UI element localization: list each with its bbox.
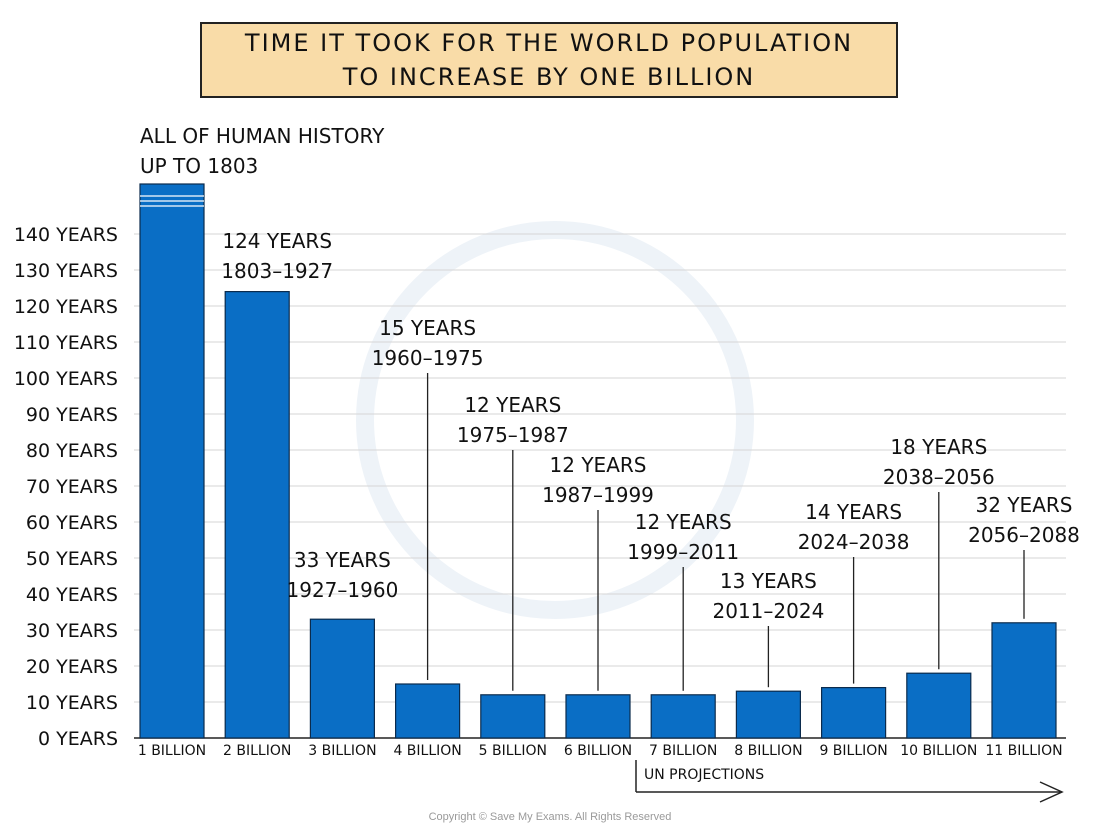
bar-label-period: 2011–2024: [713, 599, 825, 623]
bar: [395, 683, 461, 739]
bar: [650, 694, 716, 739]
projection-label: UN PROJECTIONS: [644, 767, 764, 783]
bar: [565, 694, 631, 739]
bar-label-period: 1960–1975: [372, 346, 484, 370]
x-tick-label: 11 BILLION: [985, 743, 1062, 759]
y-tick-label: 70 YEARS: [26, 476, 118, 498]
x-tick-label: 7 BILLION: [649, 743, 717, 759]
bar: [139, 183, 205, 739]
y-tick-label: 30 YEARS: [26, 620, 118, 642]
x-tick-label: 5 BILLION: [479, 743, 547, 759]
chart-title: TIME IT TOOK FOR THE WORLD POPULATION TO…: [200, 22, 898, 98]
bar-label-duration: 12 YEARS: [464, 393, 561, 417]
bar-label-duration: 15 YEARS: [379, 316, 476, 340]
x-tick-label: 4 BILLION: [393, 743, 461, 759]
bar-label-duration: ALL OF HUMAN HISTORY: [140, 124, 385, 148]
watermark-logo: [356, 221, 754, 619]
y-tick-label: 120 YEARS: [14, 296, 118, 318]
bar-label-period: 1927–1960: [287, 578, 399, 602]
bar: [309, 618, 375, 739]
bar-label-duration: 32 YEARS: [976, 493, 1073, 517]
x-tick-label: 3 BILLION: [308, 743, 376, 759]
bar-label-period: 2056–2088: [968, 523, 1080, 547]
y-tick-label: 20 YEARS: [26, 656, 118, 678]
x-tick-label: 6 BILLION: [564, 743, 632, 759]
y-tick-label: 40 YEARS: [26, 584, 118, 606]
x-tick-label: 9 BILLION: [819, 743, 887, 759]
y-tick-label: 140 YEARS: [14, 224, 118, 246]
bar-label-period: 2038–2056: [883, 465, 995, 489]
bar-label-duration: 124 YEARS: [222, 229, 332, 253]
bar-label-period: 1999–2011: [627, 540, 739, 564]
y-tick-label: 10 YEARS: [26, 692, 118, 714]
bar: [906, 672, 972, 739]
bar-label-duration: 13 YEARS: [720, 569, 817, 593]
y-tick-label: 80 YEARS: [26, 440, 118, 462]
x-tick-label: 1 BILLION: [138, 743, 206, 759]
y-tick-label: 0 YEARS: [38, 728, 118, 750]
y-tick-label: 50 YEARS: [26, 548, 118, 570]
chart-title-text: TIME IT TOOK FOR THE WORLD POPULATION TO…: [244, 29, 854, 91]
bar-label-period: 1987–1999: [542, 483, 654, 507]
bar-label-duration: 12 YEARS: [635, 510, 732, 534]
y-tick-label: 90 YEARS: [26, 404, 118, 426]
x-tick-label: 10 BILLION: [900, 743, 977, 759]
bar-label-duration: 33 YEARS: [294, 548, 391, 572]
bar: [735, 690, 802, 739]
bar-label-duration: 18 YEARS: [890, 435, 987, 459]
y-tick-label: 110 YEARS: [14, 332, 118, 354]
x-tick-label: 8 BILLION: [734, 743, 802, 759]
y-tick-label: 100 YEARS: [14, 368, 118, 390]
bar-label-period: 2024–2038: [798, 530, 910, 554]
bar-label-period: 1803–1927: [221, 259, 333, 283]
bar: [224, 291, 290, 739]
bar: [991, 622, 1057, 739]
projection-arrow-head: [1039, 781, 1064, 803]
bar-label-period: UP TO 1803: [140, 154, 258, 178]
bar-label-duration: 12 YEARS: [550, 453, 647, 477]
x-tick-label: 2 BILLION: [223, 743, 291, 759]
copyright-notice: Copyright © Save My Exams. All Rights Re…: [428, 811, 672, 823]
bar: [480, 694, 546, 739]
bar: [820, 686, 887, 739]
bar-label-duration: 14 YEARS: [805, 500, 902, 524]
bar-label-period: 1975–1987: [457, 423, 569, 447]
y-tick-label: 130 YEARS: [14, 260, 118, 282]
y-tick-label: 60 YEARS: [26, 512, 118, 534]
